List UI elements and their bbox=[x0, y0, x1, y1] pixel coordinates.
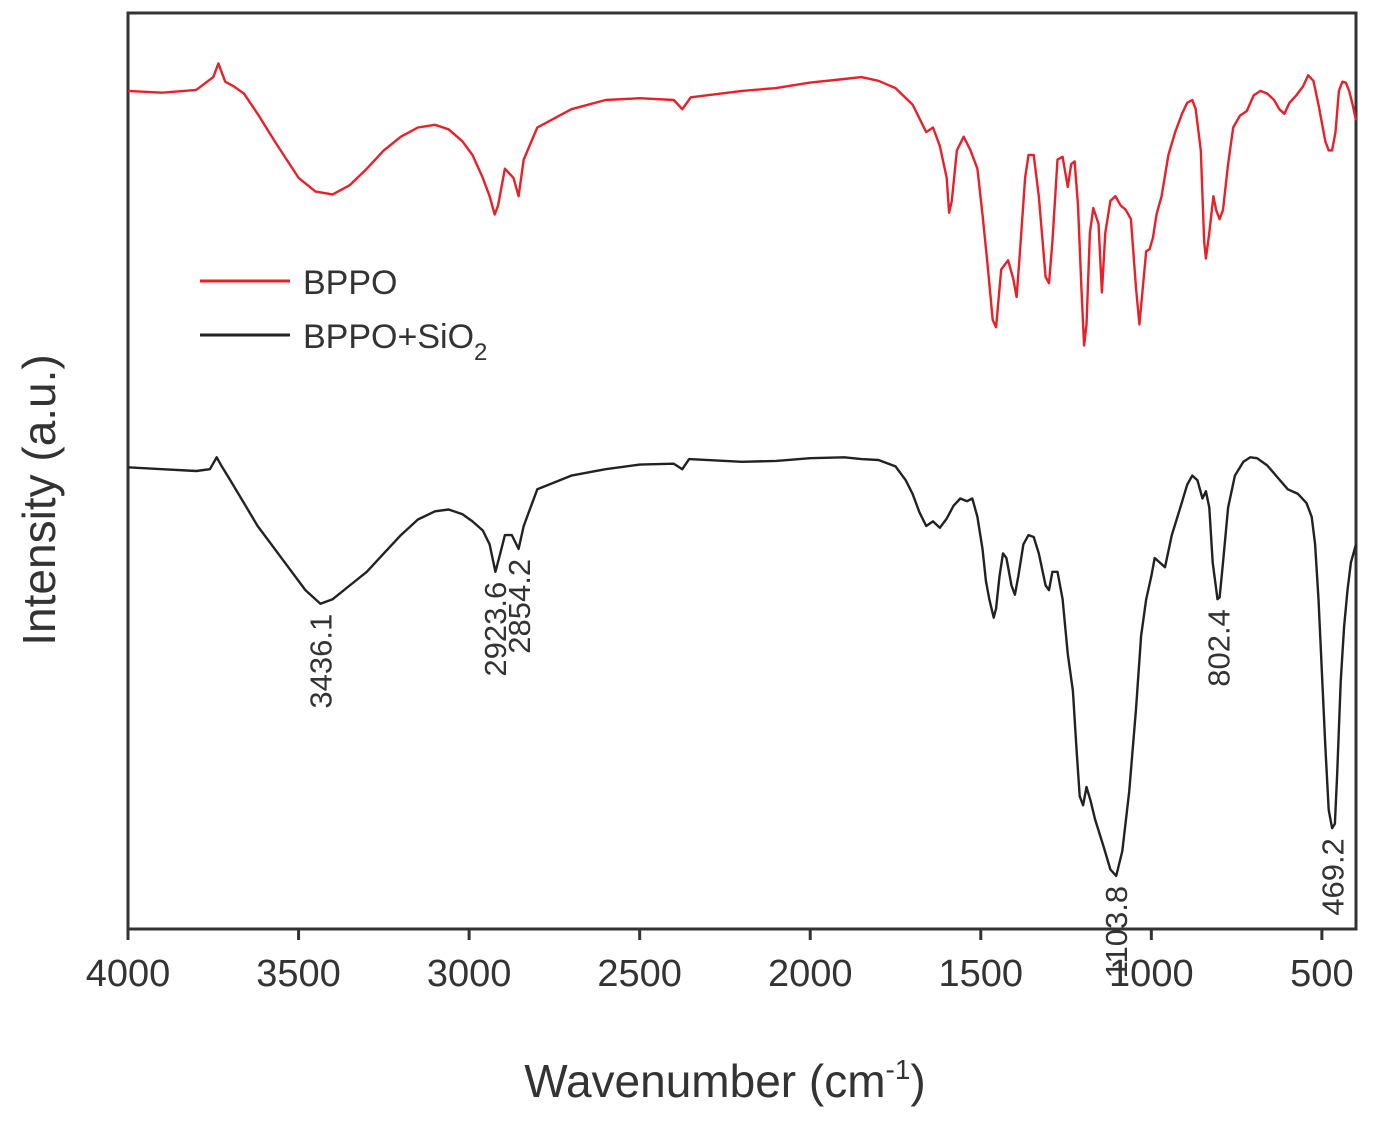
x-tick-label-2500: 2500 bbox=[597, 953, 682, 995]
legend-label-bppo-sio2-subscript: 2 bbox=[474, 339, 487, 366]
legend: BPPO BPPO+SiO2 bbox=[200, 264, 487, 366]
legend-label-bppo-sio2: BPPO+SiO2 bbox=[303, 318, 487, 366]
y-axis-title: Intensity (a.u.) bbox=[13, 354, 65, 645]
peak-label-1103-8: 1103.8 bbox=[1099, 886, 1134, 979]
peak-label-2923-6: 2923.6 bbox=[478, 582, 513, 677]
x-axis-title: Wavenumber (cm-1) bbox=[524, 1054, 926, 1107]
x-axis-title-main: Wavenumber (cm bbox=[524, 1055, 885, 1107]
x-tick-label-3500: 3500 bbox=[256, 953, 341, 995]
plot-frame bbox=[126, 11, 1358, 931]
legend-label-bppo: BPPO bbox=[303, 264, 397, 302]
x-axis-title-close: ) bbox=[910, 1055, 925, 1107]
series-group bbox=[127, 62, 1358, 878]
x-tick-label-2000: 2000 bbox=[768, 953, 853, 995]
series-line-bppo bbox=[127, 62, 1358, 347]
peak-label-3436-1: 3436.1 bbox=[303, 614, 338, 709]
peak-label-802-4: 802.4 bbox=[1202, 609, 1237, 687]
peak-label-469-2: 469.2 bbox=[1315, 838, 1350, 916]
series-line-bppo-sio2 bbox=[127, 456, 1358, 878]
legend-label-bppo-sio2-main: BPPO+SiO bbox=[303, 318, 474, 356]
peak-label-2854-2: 2854.2 bbox=[502, 559, 537, 654]
x-axis-ticks: 4000 3500 3000 2500 2000 1500 1000 500 bbox=[86, 929, 1354, 995]
x-tick-label-1500: 1500 bbox=[939, 953, 1024, 995]
x-tick-label-500: 500 bbox=[1290, 953, 1353, 995]
x-tick-label-3000: 3000 bbox=[427, 953, 512, 995]
x-axis-title-superscript: -1 bbox=[886, 1054, 911, 1085]
x-tick-label-4000: 4000 bbox=[86, 953, 171, 995]
x-tick-label-1000: 1000 bbox=[1109, 953, 1194, 995]
